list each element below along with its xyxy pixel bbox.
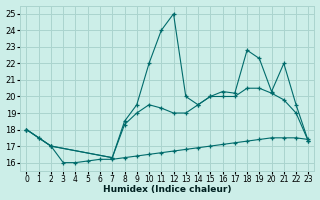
X-axis label: Humidex (Indice chaleur): Humidex (Indice chaleur): [103, 185, 232, 194]
